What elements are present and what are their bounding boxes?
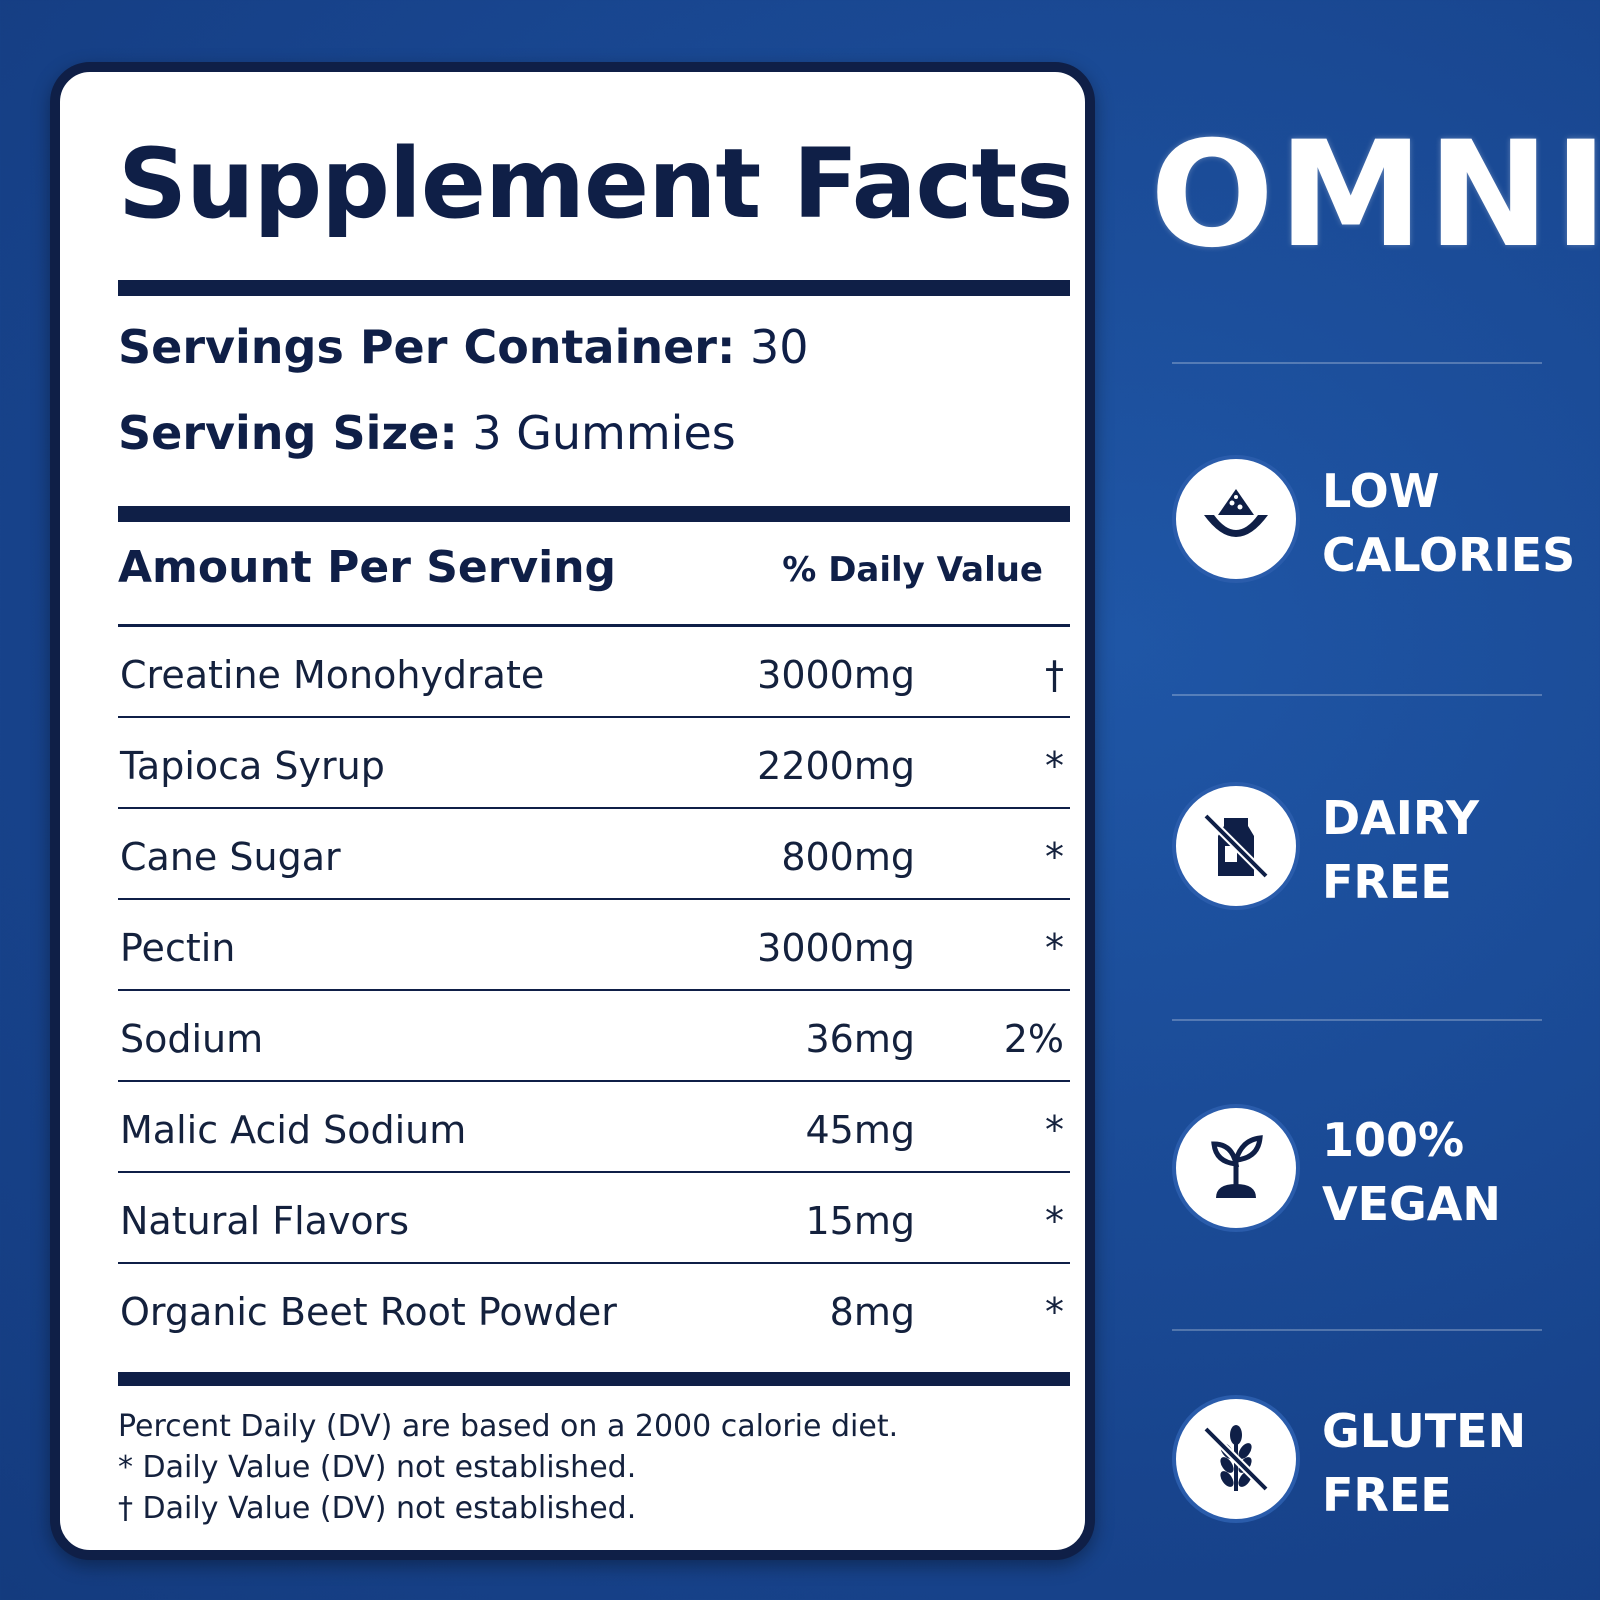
panel-title: Supplement Facts <box>118 128 1073 240</box>
divider <box>1172 1019 1542 1021</box>
divider <box>1172 694 1542 696</box>
ingredient-name: Malic Acid Sodium <box>120 1108 467 1152</box>
divider <box>1172 1329 1542 1331</box>
serving-size-value: 3 Gummies <box>457 406 736 460</box>
ingredient-dv: * <box>1045 1290 1064 1334</box>
feature-label-line1: LOW <box>1322 464 1440 518</box>
footnotes: Percent Daily (DV) are based on a 2000 c… <box>118 1406 898 1529</box>
feature-label: 100% VEGAN <box>1322 1108 1501 1236</box>
header-rule <box>118 624 1070 627</box>
feature-label-line1: DAIRY <box>1322 791 1480 845</box>
ingredient-name: Creatine Monohydrate <box>120 653 545 697</box>
ingredient-dv: * <box>1045 835 1064 879</box>
feature-label-line2: FREE <box>1322 855 1452 909</box>
feature-label-line1: GLUTEN <box>1322 1404 1527 1458</box>
ingredient-amount: 45mg <box>805 1108 916 1152</box>
ingredient-name: Cane Sugar <box>120 835 341 879</box>
ingredient-dv: * <box>1045 1108 1064 1152</box>
ingredient-dv: 2% <box>1003 1017 1064 1061</box>
table-row: Tapioca Syrup 2200mg * <box>118 718 1070 809</box>
footnote: Percent Daily (DV) are based on a 2000 c… <box>118 1409 899 1444</box>
feature-low-calories: LOW CALORIES <box>1172 455 1592 595</box>
no-milk-carton-icon <box>1203 813 1269 879</box>
ingredient-amount: 2200mg <box>757 744 915 788</box>
footnote: * Daily Value (DV) not established. <box>118 1450 637 1485</box>
servings-per-container-value: 30 <box>735 320 809 374</box>
daily-value-header: % Daily Value <box>782 550 1043 590</box>
feature-label: DAIRY FREE <box>1322 786 1479 914</box>
serving-size-label: Serving Size: <box>118 406 458 460</box>
table-row: Natural Flavors 15mg * <box>118 1173 1070 1264</box>
ingredient-amount: 3000mg <box>757 653 915 697</box>
table-row: Cane Sugar 800mg * <box>118 809 1070 900</box>
ingredient-dv: * <box>1045 744 1064 788</box>
thick-divider <box>118 506 1070 522</box>
feature-label-line1: 100% <box>1322 1113 1465 1167</box>
thick-divider <box>118 1372 1070 1386</box>
ingredient-dv: † <box>1045 653 1064 697</box>
table-row: Pectin 3000mg * <box>118 900 1070 991</box>
table-row: Sodium 36mg 2% <box>118 991 1070 1082</box>
feature-badge <box>1172 1395 1300 1523</box>
feature-label-line2: VEGAN <box>1322 1177 1501 1231</box>
amount-per-serving-header: Amount Per Serving <box>118 542 617 593</box>
ingredient-amount: 36mg <box>805 1017 916 1061</box>
supplement-facts-panel: Supplement Facts Servings Per Container:… <box>50 62 1095 1560</box>
feature-label: LOW CALORIES <box>1322 459 1575 587</box>
ingredient-name: Sodium <box>120 1017 264 1061</box>
ingredient-name: Pectin <box>120 926 236 970</box>
watermelon-icon <box>1204 489 1268 537</box>
ingredient-dv: * <box>1045 1199 1064 1243</box>
feature-badge <box>1172 455 1300 583</box>
feature-label: GLUTEN FREE <box>1322 1399 1526 1527</box>
ingredient-amount: 800mg <box>781 835 915 879</box>
feature-badge <box>1172 1104 1300 1232</box>
ingredient-amount: 8mg <box>829 1290 915 1334</box>
serving-size: Serving Size: 3 Gummies <box>118 406 736 460</box>
plant-sprout-icon <box>1211 1135 1263 1198</box>
table-row: Organic Beet Root Powder 8mg * <box>118 1264 1070 1355</box>
feature-vegan: 100% VEGAN <box>1172 1104 1592 1244</box>
ingredient-name: Organic Beet Root Powder <box>120 1290 617 1334</box>
servings-per-container: Servings Per Container: 30 <box>118 320 809 374</box>
feature-label-line2: CALORIES <box>1322 528 1576 582</box>
ingredient-name: Natural Flavors <box>120 1199 410 1243</box>
table-row: Creatine Monohydrate 3000mg † <box>118 627 1070 718</box>
servings-per-container-label: Servings Per Container: <box>118 320 736 374</box>
thick-divider <box>118 280 1070 296</box>
ingredient-dv: * <box>1045 926 1064 970</box>
table-row: Malic Acid Sodium 45mg * <box>118 1082 1070 1173</box>
footnote: † Daily Value (DV) not established. <box>118 1491 637 1526</box>
no-wheat-icon <box>1203 1425 1269 1492</box>
divider <box>1172 362 1542 364</box>
feature-gluten-free: GLUTEN FREE <box>1172 1395 1592 1535</box>
ingredient-amount: 15mg <box>805 1199 916 1243</box>
ingredient-amount: 3000mg <box>757 926 915 970</box>
ingredient-name: Tapioca Syrup <box>120 744 385 788</box>
feature-badge <box>1172 782 1300 910</box>
brand-logo: OMNI <box>1150 110 1600 280</box>
feature-dairy-free: DAIRY FREE <box>1172 782 1592 922</box>
ingredient-table: Creatine Monohydrate 3000mg † Tapioca Sy… <box>118 627 1070 1355</box>
feature-label-line2: FREE <box>1322 1468 1452 1522</box>
